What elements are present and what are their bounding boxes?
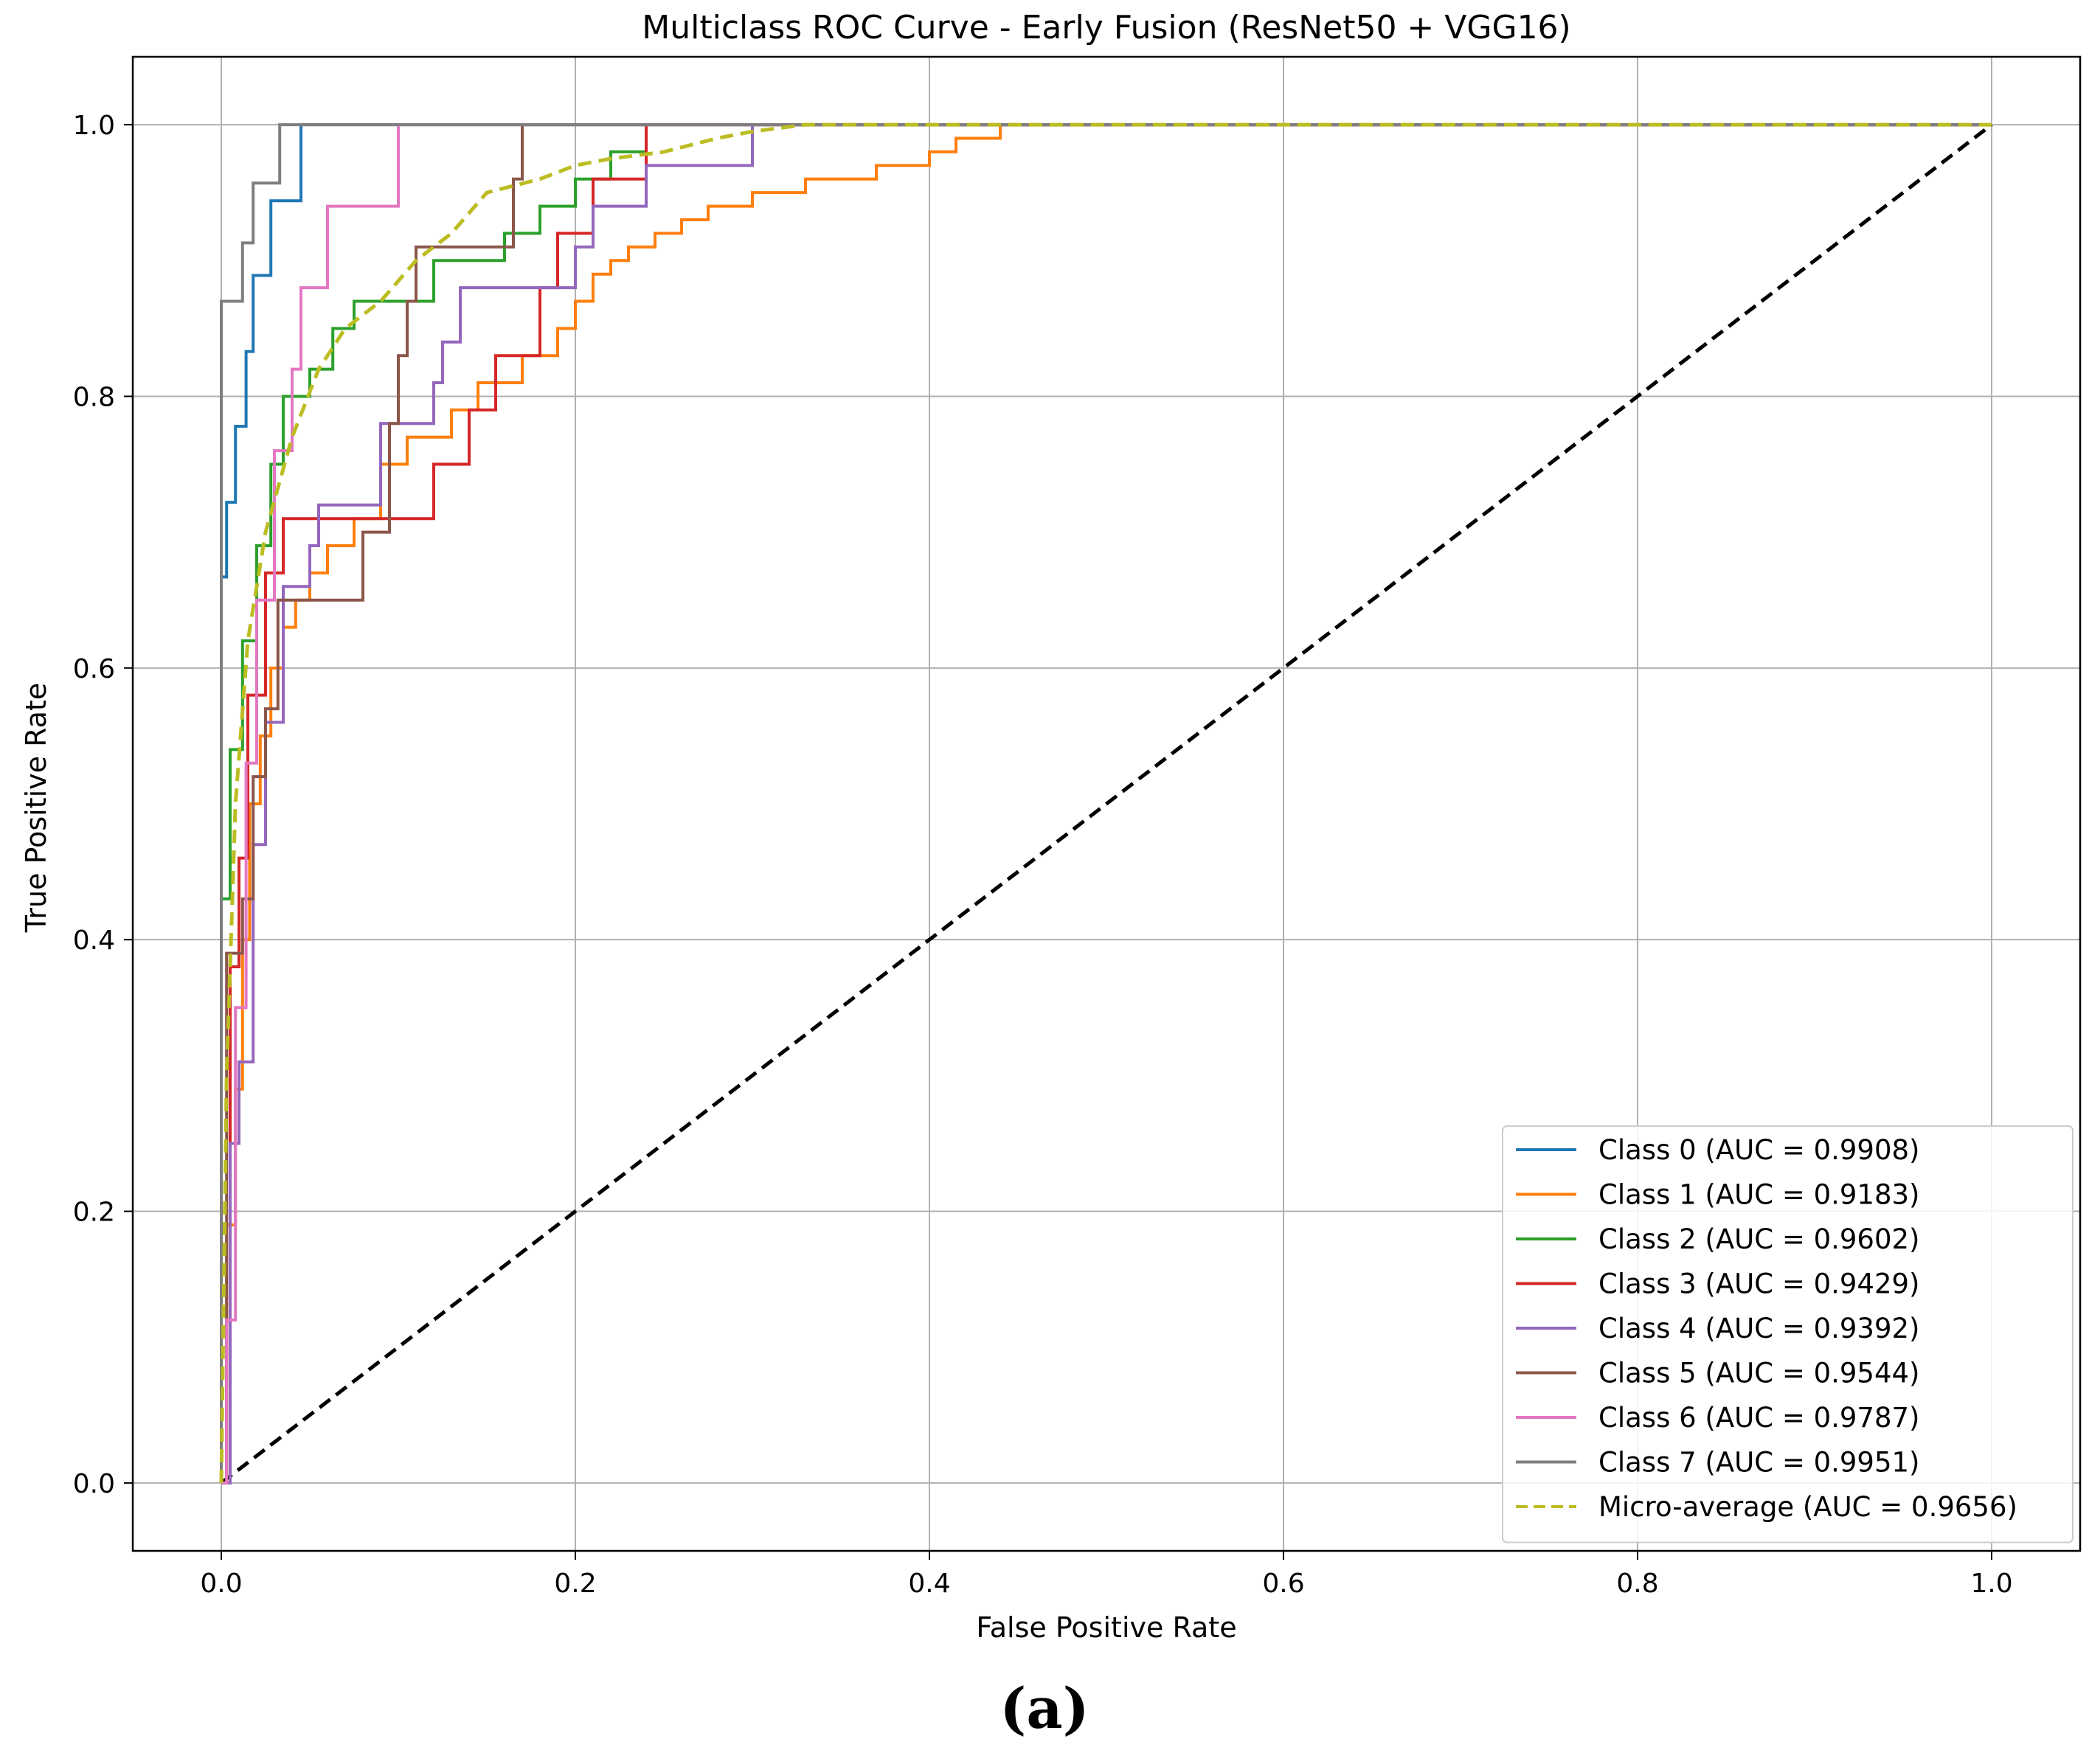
plot-frame [131, 55, 2082, 1552]
x-tick-label: 0.4 [908, 1569, 950, 1599]
legend-box [1502, 1125, 2074, 1544]
x-tick-label: 0.0 [200, 1569, 242, 1599]
legend-label-5: Class 5 (AUC = 0.9544) [1598, 1358, 1920, 1389]
y-tick-label: 0.4 [73, 926, 115, 956]
legend-label-7: Class 7 (AUC = 0.9951) [1598, 1447, 1920, 1479]
y-tick-label: 1.0 [73, 111, 115, 141]
legend-label-8: Micro-average (AUC = 0.9656) [1598, 1491, 2017, 1523]
legend-label-4: Class 4 (AUC = 0.9392) [1598, 1313, 1920, 1344]
legend-label-0: Class 0 (AUC = 0.9908) [1598, 1134, 1920, 1166]
x-tick-label: 1.0 [1970, 1569, 2012, 1599]
legend-label-2: Class 2 (AUC = 0.9602) [1598, 1223, 1920, 1255]
y-tick-label: 0.6 [73, 654, 115, 684]
series-line-5 [221, 123, 1992, 1485]
series-line-6 [221, 123, 1992, 1485]
series-line-8 [219, 122, 1992, 1483]
figure-caption: (a) [1000, 1676, 1089, 1741]
legend: Class 0 (AUC = 0.9908) Class 1 (AUC = 0.9… [1502, 1125, 2074, 1544]
x-axis-ticks: 0.0 0.2 0.4 0.6 0.8 1.0 [200, 1551, 2013, 1599]
chart-title: Multiclass ROC Curve - Early Fusion (Res… [642, 9, 1570, 46]
chance-diagonal-line [220, 123, 1993, 1485]
legend-label-6: Class 6 (AUC = 0.9787) [1598, 1402, 1920, 1434]
x-tick-label: 0.8 [1616, 1569, 1658, 1599]
y-axis-label: True Positive Rate [20, 683, 52, 934]
y-tick-label: 0.2 [73, 1198, 115, 1228]
series-line-7 [220, 123, 1992, 1483]
plot-area [219, 122, 1993, 1485]
x-tick-label: 0.2 [554, 1569, 596, 1599]
x-axis-label: False Positive Rate [976, 1611, 1236, 1644]
y-axis-ticks: 0.0 0.2 0.4 0.6 0.8 1.0 [73, 111, 133, 1499]
y-tick-label: 0.8 [73, 382, 115, 412]
legend-label-1: Class 1 (AUC = 0.9183) [1598, 1179, 1920, 1211]
legend-label-3: Class 3 (AUC = 0.9429) [1598, 1268, 1920, 1300]
y-tick-label: 0.0 [73, 1469, 115, 1499]
series-line-0 [220, 123, 1992, 1483]
x-tick-label: 0.6 [1262, 1569, 1304, 1599]
